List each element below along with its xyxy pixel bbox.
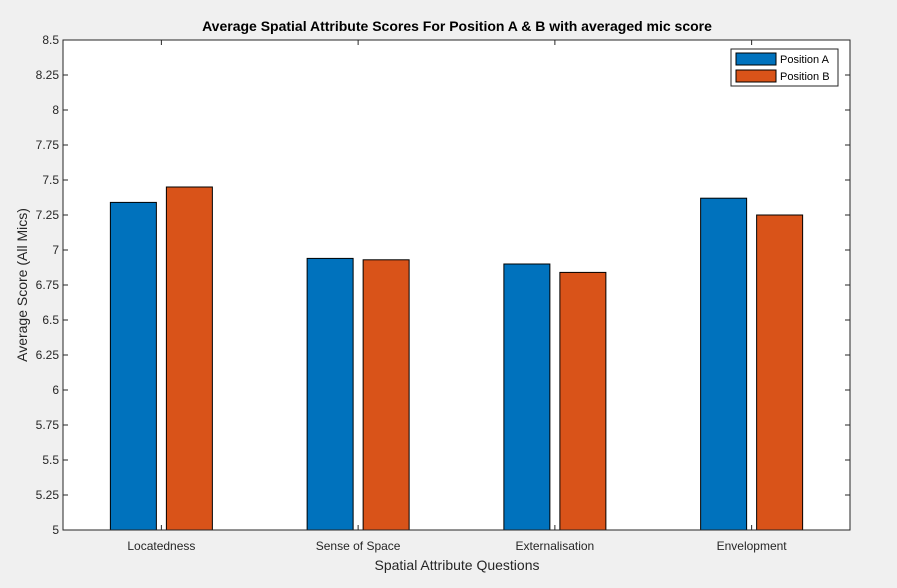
- y-tick-label: 5.75: [36, 418, 60, 432]
- y-tick-label: 7.5: [42, 173, 59, 187]
- y-axis-label: Average Score (All Mics): [14, 208, 30, 362]
- legend-swatch-position-b: [735, 69, 777, 83]
- x-axis-label: Spatial Attribute Questions: [375, 557, 540, 573]
- legend-swatch-position-a: [735, 52, 777, 66]
- bar-position-a-externalisation: [503, 263, 551, 531]
- chart-title: Average Spatial Attribute Scores For Pos…: [202, 18, 712, 34]
- y-tick-label: 5.25: [36, 488, 60, 502]
- x-tick-label: Externalisation: [516, 539, 595, 553]
- legend[interactable]: Position A Position B: [730, 48, 839, 87]
- bar-position-b-externalisation: [559, 271, 607, 531]
- bars-layer: [109, 186, 804, 531]
- y-tick-label: 7.75: [36, 138, 60, 152]
- bar-position-b-locatedness: [165, 186, 213, 531]
- ticks-layer: Locatedness Sense of Space Externalisation…: [36, 33, 850, 553]
- bar-position-b-envelopment: [756, 214, 804, 531]
- y-tick-label: 8: [52, 103, 59, 117]
- y-tick-label: 5: [52, 523, 59, 537]
- y-tick-label: 7: [52, 243, 59, 257]
- x-tick-label: Sense of Space: [316, 539, 401, 553]
- x-tick-label: Envelopment: [717, 539, 788, 553]
- y-tick-label: 8.25: [36, 68, 60, 82]
- legend-label-position-a: Position A: [780, 54, 830, 66]
- y-tick-label: 5.5: [42, 453, 59, 467]
- y-tick-label: 6.75: [36, 278, 60, 292]
- y-tick-label: 6: [52, 383, 59, 397]
- y-tick-label: 6.5: [42, 313, 59, 327]
- y-tick-label: 8.5: [42, 33, 59, 47]
- bar-position-a-sense-of-space: [306, 257, 354, 531]
- y-tick-label: 7.25: [36, 208, 60, 222]
- bar-position-b-sense-of-space: [362, 259, 410, 531]
- y-tick-label: 6.25: [36, 348, 60, 362]
- bar-position-a-envelopment: [700, 197, 748, 531]
- x-tick-label: Locatedness: [127, 539, 195, 553]
- bar-position-a-locatedness: [109, 201, 157, 531]
- legend-label-position-b: Position B: [780, 71, 830, 83]
